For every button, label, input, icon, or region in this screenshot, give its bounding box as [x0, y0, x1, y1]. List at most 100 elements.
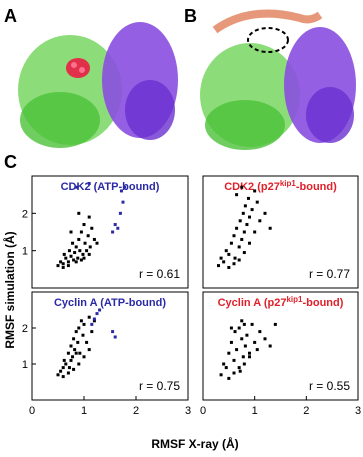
x-tick-label: 3: [355, 405, 361, 417]
point: [240, 237, 244, 241]
panel-label: B: [184, 6, 197, 26]
point: [258, 330, 262, 334]
point: [258, 219, 262, 223]
point: [119, 189, 123, 193]
point: [111, 230, 115, 234]
point: [224, 366, 228, 370]
point: [227, 252, 231, 256]
point: [116, 226, 120, 230]
point: [232, 234, 236, 238]
point: [219, 373, 223, 377]
point: [61, 375, 65, 379]
y-axis-label: RMSF simulation (Å): [2, 231, 17, 348]
title-part: kip1: [286, 295, 303, 304]
point: [248, 351, 251, 355]
plot-frame: [31, 291, 189, 401]
point: [98, 308, 102, 312]
x-tick-label: 1: [81, 405, 87, 417]
point: [229, 340, 233, 344]
point: [69, 230, 73, 234]
title-part: kip1: [280, 179, 297, 188]
point: [232, 262, 236, 266]
point: [248, 215, 251, 219]
point: [83, 241, 87, 245]
point: [76, 340, 80, 344]
structure-a: [18, 22, 178, 148]
point: [243, 204, 247, 208]
point: [92, 319, 96, 323]
point: [77, 211, 81, 215]
point: [240, 185, 244, 189]
point: [233, 256, 237, 260]
point: [66, 260, 70, 264]
point: [238, 219, 242, 223]
title-part: CDK2 (ATP-bound): [61, 181, 160, 193]
point: [82, 223, 86, 227]
point: [217, 264, 220, 268]
point: [90, 322, 94, 326]
point: [66, 351, 70, 355]
point: [67, 249, 71, 253]
point: [66, 371, 70, 375]
point: [222, 260, 226, 264]
point: [77, 362, 81, 366]
point: [92, 317, 96, 321]
point: [72, 258, 76, 262]
point: [69, 344, 73, 348]
panel-label: A: [4, 6, 17, 26]
x-tick-label: 3: [185, 405, 191, 417]
y-tick-label: 2: [22, 208, 28, 220]
point: [81, 252, 85, 256]
y-tick-label: 1: [22, 359, 28, 371]
point: [235, 348, 239, 352]
point: [64, 256, 68, 260]
panel-title: CDK2 (p27kip1-bound): [224, 179, 337, 194]
point: [74, 245, 78, 249]
point: [59, 260, 63, 264]
title-part: CDK2 (p27: [224, 181, 280, 193]
title-part: Cyclin A (ATP-bound): [54, 297, 166, 309]
point: [73, 348, 77, 352]
point: [123, 185, 127, 189]
point: [224, 249, 228, 253]
x-tick-label: 1: [252, 405, 258, 417]
point: [74, 330, 78, 334]
point: [121, 200, 125, 204]
point: [111, 330, 115, 334]
title-part: Cyclin A (p27: [218, 297, 287, 309]
plot-frame: [202, 175, 359, 289]
point: [95, 312, 99, 316]
annotation: r = 0.61: [139, 267, 180, 281]
point: [87, 252, 91, 256]
point: [78, 249, 82, 253]
point: [255, 200, 259, 204]
point: [242, 322, 246, 326]
point: [113, 335, 117, 339]
point: [79, 230, 83, 234]
point: [85, 249, 89, 253]
point: [245, 333, 249, 337]
x-axis-label: RMSF X-ray (Å): [151, 436, 238, 451]
point: [79, 319, 83, 323]
point: [237, 258, 241, 262]
point: [86, 234, 90, 238]
point: [82, 256, 86, 260]
point: [268, 226, 272, 230]
point: [77, 326, 81, 330]
point: [232, 371, 236, 375]
point: [76, 256, 80, 260]
point: [92, 237, 96, 241]
point: [242, 362, 246, 366]
point: [268, 344, 272, 348]
point: [118, 211, 122, 215]
point: [250, 208, 254, 212]
point: [67, 366, 71, 370]
point: [71, 355, 75, 359]
point: [69, 254, 73, 258]
point: [85, 340, 89, 344]
point: [90, 330, 94, 334]
point: [87, 315, 91, 319]
point: [240, 319, 244, 323]
point: [81, 333, 85, 337]
point: [61, 265, 65, 269]
